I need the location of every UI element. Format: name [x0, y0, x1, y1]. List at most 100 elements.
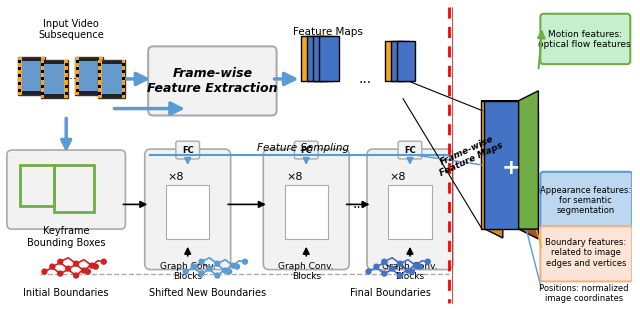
Text: Boundary features:
related to image
edges and vertices: Boundary features: related to image edge…	[545, 238, 627, 268]
Circle shape	[227, 269, 232, 274]
Bar	[76, 82, 79, 85]
Circle shape	[390, 266, 395, 271]
Circle shape	[58, 259, 63, 264]
Bar	[41, 63, 44, 66]
FancyBboxPatch shape	[367, 149, 453, 270]
Circle shape	[58, 271, 63, 276]
Bar	[285, 185, 328, 239]
FancyBboxPatch shape	[540, 14, 630, 64]
Circle shape	[74, 273, 79, 278]
Circle shape	[90, 263, 94, 268]
Circle shape	[199, 259, 204, 264]
Circle shape	[191, 264, 196, 269]
Bar	[102, 64, 122, 94]
Polygon shape	[485, 101, 503, 238]
Bar	[122, 85, 125, 88]
Circle shape	[382, 259, 387, 264]
Text: Frame-wise
Feature Maps: Frame-wise Feature Maps	[434, 132, 504, 179]
Text: ...: ...	[359, 72, 372, 86]
Polygon shape	[484, 101, 538, 110]
FancyBboxPatch shape	[398, 141, 422, 159]
Bar	[122, 70, 125, 73]
Bar	[54, 165, 94, 212]
Bar	[76, 89, 79, 92]
Text: Initial Boundaries: Initial Boundaries	[24, 288, 109, 298]
Bar	[44, 64, 64, 94]
Bar	[75, 57, 79, 95]
Bar	[484, 101, 518, 229]
Bar	[65, 85, 68, 88]
Bar	[122, 63, 125, 66]
Circle shape	[235, 264, 239, 269]
Text: ×8: ×8	[286, 172, 303, 182]
Text: Graph Conv.
Blocks: Graph Conv. Blocks	[382, 262, 438, 281]
Circle shape	[215, 261, 220, 266]
Bar	[41, 70, 44, 73]
Bar	[99, 60, 102, 63]
Bar	[18, 57, 22, 95]
Circle shape	[374, 264, 379, 269]
Bar	[99, 89, 102, 92]
Bar	[42, 60, 45, 63]
Circle shape	[397, 273, 403, 278]
Bar	[166, 185, 209, 239]
Bar	[99, 75, 102, 77]
Circle shape	[199, 271, 204, 276]
Bar	[41, 77, 44, 81]
Bar	[99, 82, 102, 85]
Bar	[391, 41, 409, 81]
Bar	[42, 57, 45, 95]
Bar	[388, 185, 432, 239]
Polygon shape	[518, 101, 538, 239]
Bar	[42, 67, 45, 70]
Bar	[76, 67, 79, 70]
Bar	[19, 75, 21, 77]
Circle shape	[86, 269, 90, 274]
Text: Frame-wise
Feature Extraction: Frame-wise Feature Extraction	[147, 67, 278, 95]
Bar	[19, 82, 21, 85]
Circle shape	[81, 268, 86, 273]
Circle shape	[410, 269, 415, 274]
Bar	[22, 61, 42, 91]
Bar	[41, 85, 44, 88]
Bar	[75, 57, 103, 95]
Bar	[40, 60, 44, 98]
Bar	[397, 41, 415, 81]
Circle shape	[413, 263, 419, 268]
Text: ...: ...	[65, 69, 77, 82]
Bar	[20, 165, 54, 207]
Bar	[99, 67, 102, 70]
Text: FC: FC	[182, 146, 193, 155]
Bar	[41, 92, 44, 95]
Bar	[307, 36, 327, 81]
Bar	[99, 70, 101, 73]
Text: Graph Conv.
Blocks: Graph Conv. Blocks	[278, 262, 334, 281]
Circle shape	[215, 273, 220, 278]
Circle shape	[382, 271, 387, 276]
Bar	[40, 60, 68, 98]
Circle shape	[230, 263, 236, 268]
Bar	[99, 57, 103, 95]
Circle shape	[101, 259, 106, 264]
Bar	[65, 92, 68, 95]
Circle shape	[223, 268, 228, 273]
Text: Motion features:
optical flow features: Motion features: optical flow features	[538, 30, 631, 49]
Bar	[19, 89, 21, 92]
Circle shape	[406, 268, 410, 273]
Text: Graph Conv.
Blocks: Graph Conv. Blocks	[160, 262, 216, 281]
Polygon shape	[518, 91, 538, 229]
Bar	[18, 57, 45, 95]
Circle shape	[66, 266, 70, 271]
Text: +: +	[501, 158, 520, 178]
Circle shape	[417, 264, 422, 269]
Text: Keyframe
Bounding Boxes: Keyframe Bounding Boxes	[27, 226, 106, 248]
Text: FC: FC	[404, 146, 416, 155]
Bar	[64, 60, 68, 98]
Bar	[301, 36, 321, 81]
FancyBboxPatch shape	[148, 46, 276, 115]
Bar	[122, 92, 125, 95]
Circle shape	[397, 261, 403, 266]
Circle shape	[207, 266, 212, 271]
Bar	[385, 41, 403, 81]
Text: ×8: ×8	[390, 172, 406, 182]
